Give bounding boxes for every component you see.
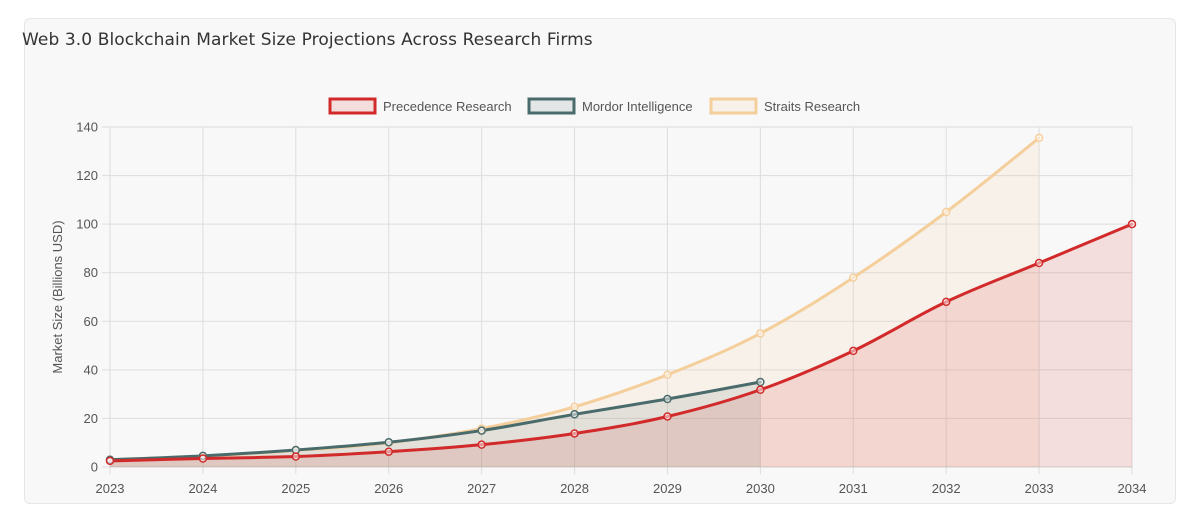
tick-labels: 0 20 40 60 80 100 120 140 2023 2024 2025 2026 2027 20…	[76, 120, 1146, 497]
y-tick-label: 80	[84, 265, 98, 280]
precedence-research-point[interactable]	[849, 346, 858, 356]
y-tick-label: 0	[91, 460, 98, 475]
mordor-intelligence-point[interactable]	[756, 377, 765, 387]
y-tick-label: 60	[84, 314, 98, 329]
precedence-research-point[interactable]	[198, 454, 208, 463]
precedence-research-point[interactable]	[570, 429, 579, 438]
mordor-intelligence-line	[108, 380, 762, 462]
precedence-research-point[interactable]	[105, 456, 115, 466]
y-tick-label: 140	[76, 120, 98, 135]
series-areas	[110, 137, 1132, 467]
precedence-research-point[interactable]	[291, 452, 301, 461]
legend-item-straits-research[interactable]: Straits Research	[709, 97, 860, 115]
straits-research-point[interactable]	[663, 370, 672, 379]
straits-research-point[interactable]	[570, 402, 579, 412]
grid	[102, 126, 1133, 474]
precedence-research-point[interactable]	[477, 440, 486, 449]
x-tick-label: 2033	[1025, 481, 1054, 496]
y-tick-label: 20	[84, 411, 98, 426]
x-tick-label: 2030	[746, 481, 775, 496]
x-tick-label: 2025	[281, 481, 310, 496]
straits-research-area	[110, 137, 1040, 467]
precedence-research-point[interactable]	[941, 297, 951, 307]
x-tick-label: 2028	[560, 481, 589, 496]
legend-swatch	[527, 97, 576, 115]
precedence-research-point[interactable]	[1034, 258, 1044, 268]
y-tick-label: 100	[76, 217, 98, 232]
mordor-intelligence-point[interactable]	[477, 426, 486, 435]
straits-research-point[interactable]	[1034, 133, 1044, 143]
chart-card	[24, 18, 1176, 504]
precedence-research-point[interactable]	[1127, 219, 1137, 229]
y-tick-label: 120	[76, 168, 98, 183]
legend-label: Mordor Intelligence	[582, 99, 693, 114]
chart-title: Web 3.0 Blockchain Market Size Projectio…	[22, 30, 593, 50]
x-tick-label: 2026	[374, 481, 403, 496]
legend-swatch	[709, 97, 758, 115]
mordor-intelligence-point[interactable]	[663, 394, 672, 404]
precedence-research-area	[110, 224, 1132, 467]
straits-research-point[interactable]	[849, 273, 858, 282]
mordor-intelligence-area	[110, 382, 761, 467]
straits-research-point[interactable]	[941, 207, 951, 217]
y-axis-label: Market Size (Billions USD)	[50, 220, 65, 373]
x-tick-label: 2023	[96, 481, 125, 496]
x-tick-label: 2024	[188, 481, 217, 496]
legend-label: Precedence Research	[383, 99, 512, 114]
precedence-research-point[interactable]	[663, 412, 672, 421]
x-tick-label: 2032	[932, 481, 961, 496]
legend[interactable]: Precedence Research Mordor Intelligence St…	[328, 97, 860, 115]
x-tick-label: 2029	[653, 481, 682, 496]
legend-item-mordor-intelligence[interactable]: Mordor Intelligence	[527, 97, 693, 115]
mordor-intelligence-point[interactable]	[384, 437, 393, 447]
data-points	[105, 133, 1137, 466]
y-tick-label: 40	[84, 362, 98, 377]
mordor-intelligence-point[interactable]	[570, 410, 579, 419]
x-tick-label: 2031	[839, 481, 868, 496]
x-tick-label: 2034	[1118, 481, 1147, 496]
precedence-research-point[interactable]	[384, 447, 393, 456]
precedence-research-point[interactable]	[756, 385, 765, 395]
straits-research-point[interactable]	[756, 329, 765, 338]
legend-swatch	[328, 97, 377, 115]
legend-item-precedence-research[interactable]: Precedence Research	[328, 97, 512, 115]
legend-label: Straits Research	[764, 99, 860, 114]
x-tick-label: 2027	[467, 481, 496, 496]
